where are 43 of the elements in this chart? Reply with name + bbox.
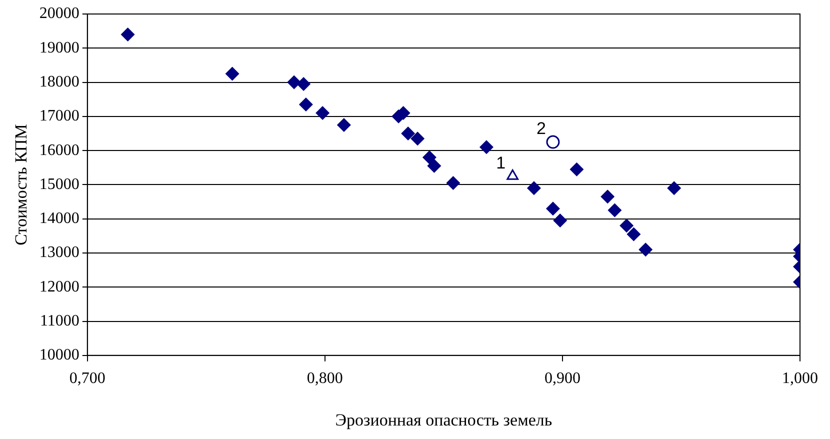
y-tick-label: 17000 [39, 108, 80, 125]
point [638, 242, 653, 257]
x-tick-label: 0,800 [306, 370, 343, 388]
point [410, 132, 425, 146]
point [570, 162, 584, 176]
point [225, 66, 240, 81]
point [422, 150, 436, 164]
y-tick-label: 14000 [39, 210, 80, 228]
y-tick-label: 19000 [39, 39, 80, 56]
y-tick-label: 12000 [39, 278, 80, 296]
y-tick-label: 13000 [39, 244, 80, 262]
x-tick-label: 1,000 [782, 370, 818, 388]
point [667, 181, 682, 196]
y-axis-title: Стоимость КПМ [12, 124, 31, 246]
point [479, 140, 494, 154]
annotation: 1 [496, 153, 506, 172]
annotation: 2 [536, 119, 546, 138]
point [316, 106, 330, 120]
point [546, 135, 560, 149]
point [600, 190, 615, 204]
point [296, 76, 311, 91]
y-tick-label: 18000 [39, 73, 80, 90]
y-tick-label: 11000 [40, 312, 80, 330]
point [446, 176, 460, 190]
point [608, 203, 622, 218]
x-tick-label: 0,700 [69, 370, 106, 388]
x-axis-title: Эрозионная опасность земель [335, 410, 552, 430]
point [553, 214, 568, 228]
point [401, 126, 416, 140]
point [427, 158, 442, 173]
point [298, 97, 313, 112]
y-tick-label: 16000 [39, 142, 80, 159]
y-tick-label: 20000 [39, 5, 80, 22]
point [546, 202, 560, 216]
point [336, 118, 351, 132]
y-tick-label: 10000 [39, 346, 80, 364]
y-tick-label: 15000 [39, 176, 80, 193]
point [120, 27, 135, 42]
point [626, 227, 641, 242]
x-tick-label: 0,900 [544, 370, 580, 388]
point [526, 181, 541, 196]
point [287, 75, 302, 90]
point [620, 218, 634, 233]
